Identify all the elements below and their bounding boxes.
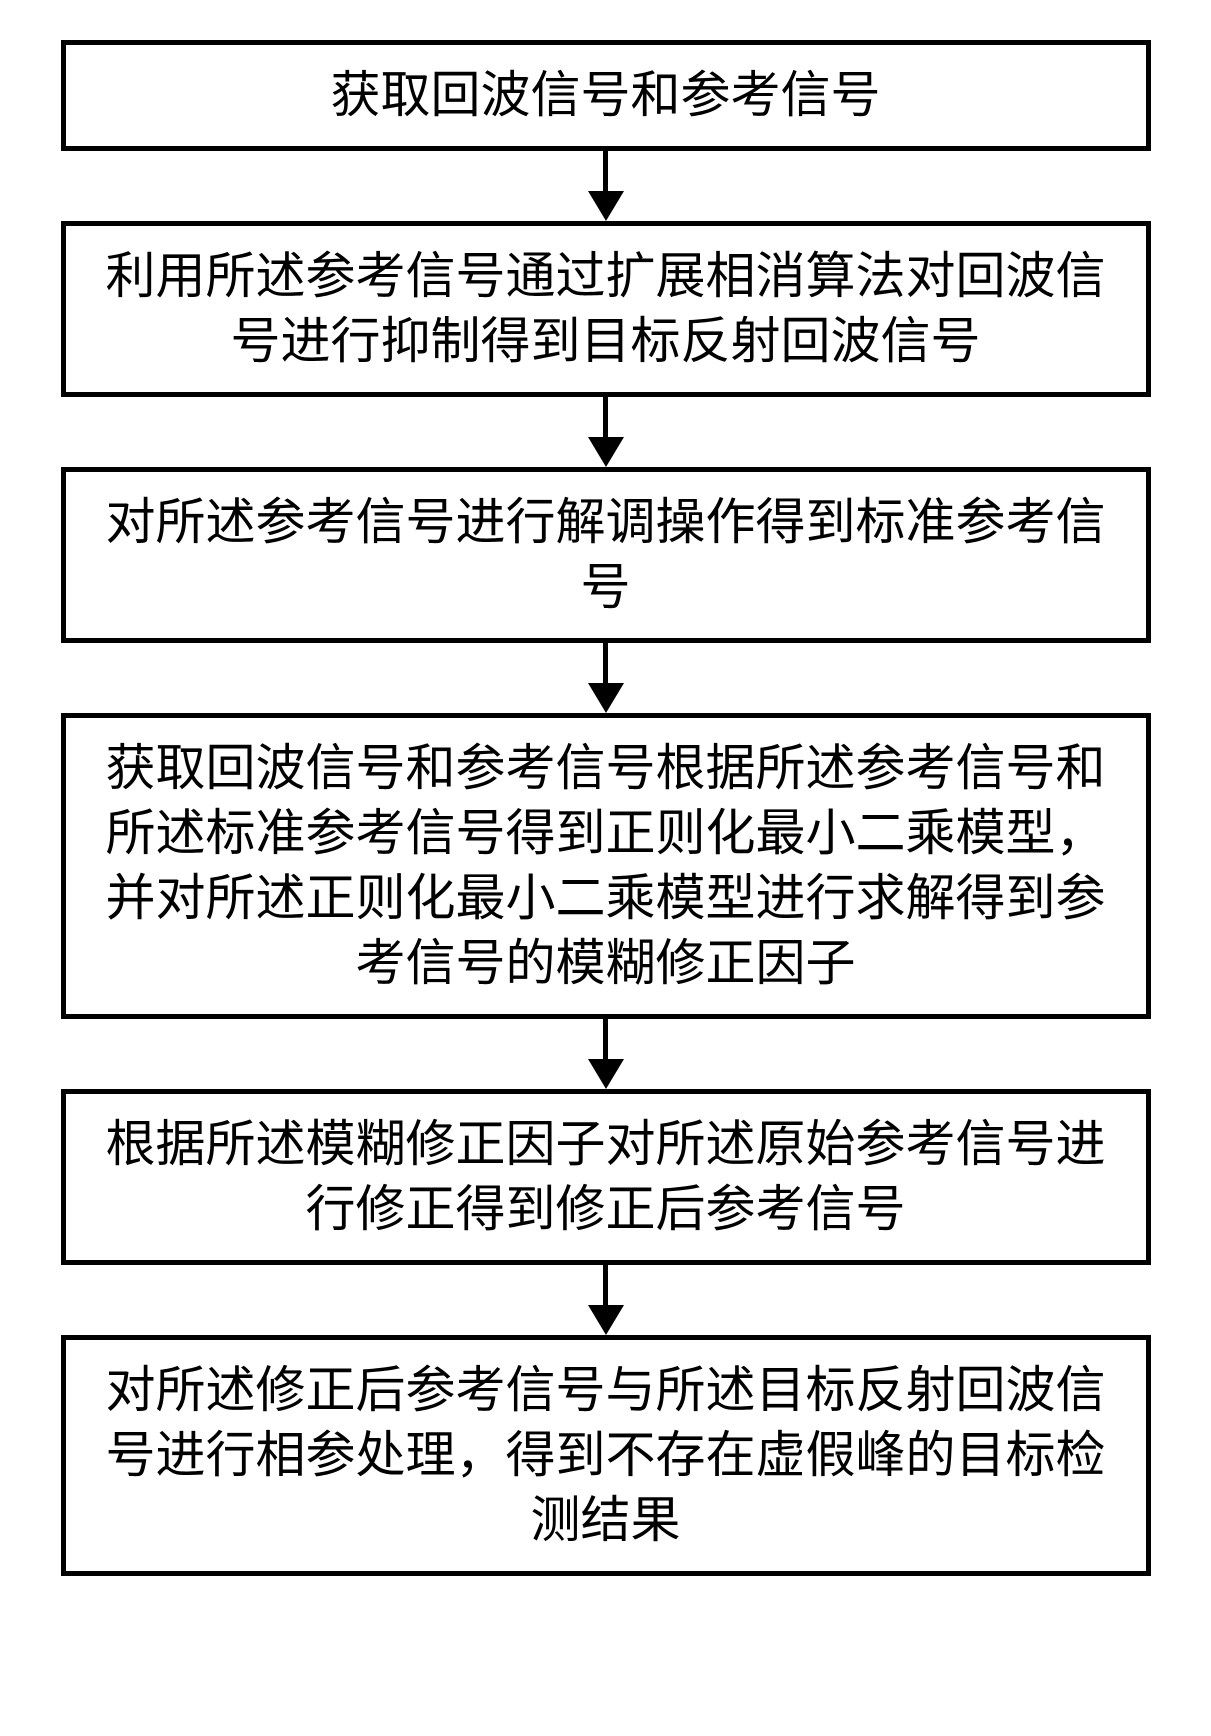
arrow-line bbox=[603, 397, 608, 437]
flow-step-5: 根据所述模糊修正因子对所述原始参考信号进行修正得到修正后参考信号 bbox=[61, 1089, 1151, 1265]
flow-step-1: 获取回波信号和参考信号 bbox=[61, 40, 1151, 151]
flow-step-1-text: 获取回波信号和参考信号 bbox=[331, 63, 881, 128]
flow-arrow-1 bbox=[588, 151, 624, 221]
arrow-head-icon bbox=[588, 437, 624, 467]
flow-arrow-4 bbox=[588, 1019, 624, 1089]
arrow-line bbox=[603, 643, 608, 683]
arrow-line bbox=[603, 1019, 608, 1059]
flow-step-5-text: 根据所述模糊修正因子对所述原始参考信号进行修正得到修正后参考信号 bbox=[96, 1112, 1116, 1242]
arrow-line bbox=[603, 151, 608, 191]
flow-step-4-text: 获取回波信号和参考信号根据所述参考信号和所述标准参考信号得到正则化最小二乘模型，… bbox=[96, 736, 1116, 996]
flow-step-3: 对所述参考信号进行解调操作得到标准参考信号 bbox=[61, 467, 1151, 643]
flow-step-4: 获取回波信号和参考信号根据所述参考信号和所述标准参考信号得到正则化最小二乘模型，… bbox=[61, 713, 1151, 1019]
arrow-head-icon bbox=[588, 1305, 624, 1335]
arrow-head-icon bbox=[588, 1059, 624, 1089]
flow-arrow-5 bbox=[588, 1265, 624, 1335]
flow-arrow-2 bbox=[588, 397, 624, 467]
flowchart-container: 获取回波信号和参考信号 利用所述参考信号通过扩展相消算法对回波信号进行抑制得到目… bbox=[60, 40, 1151, 1576]
flow-step-6-text: 对所述修正后参考信号与所述目标反射回波信号进行相参处理，得到不存在虚假峰的目标检… bbox=[96, 1358, 1116, 1553]
arrow-head-icon bbox=[588, 191, 624, 221]
flow-step-6: 对所述修正后参考信号与所述目标反射回波信号进行相参处理，得到不存在虚假峰的目标检… bbox=[61, 1335, 1151, 1576]
flow-arrow-3 bbox=[588, 643, 624, 713]
arrow-line bbox=[603, 1265, 608, 1305]
flow-step-2: 利用所述参考信号通过扩展相消算法对回波信号进行抑制得到目标反射回波信号 bbox=[61, 221, 1151, 397]
arrow-head-icon bbox=[588, 683, 624, 713]
flow-step-3-text: 对所述参考信号进行解调操作得到标准参考信号 bbox=[96, 490, 1116, 620]
flow-step-2-text: 利用所述参考信号通过扩展相消算法对回波信号进行抑制得到目标反射回波信号 bbox=[96, 244, 1116, 374]
